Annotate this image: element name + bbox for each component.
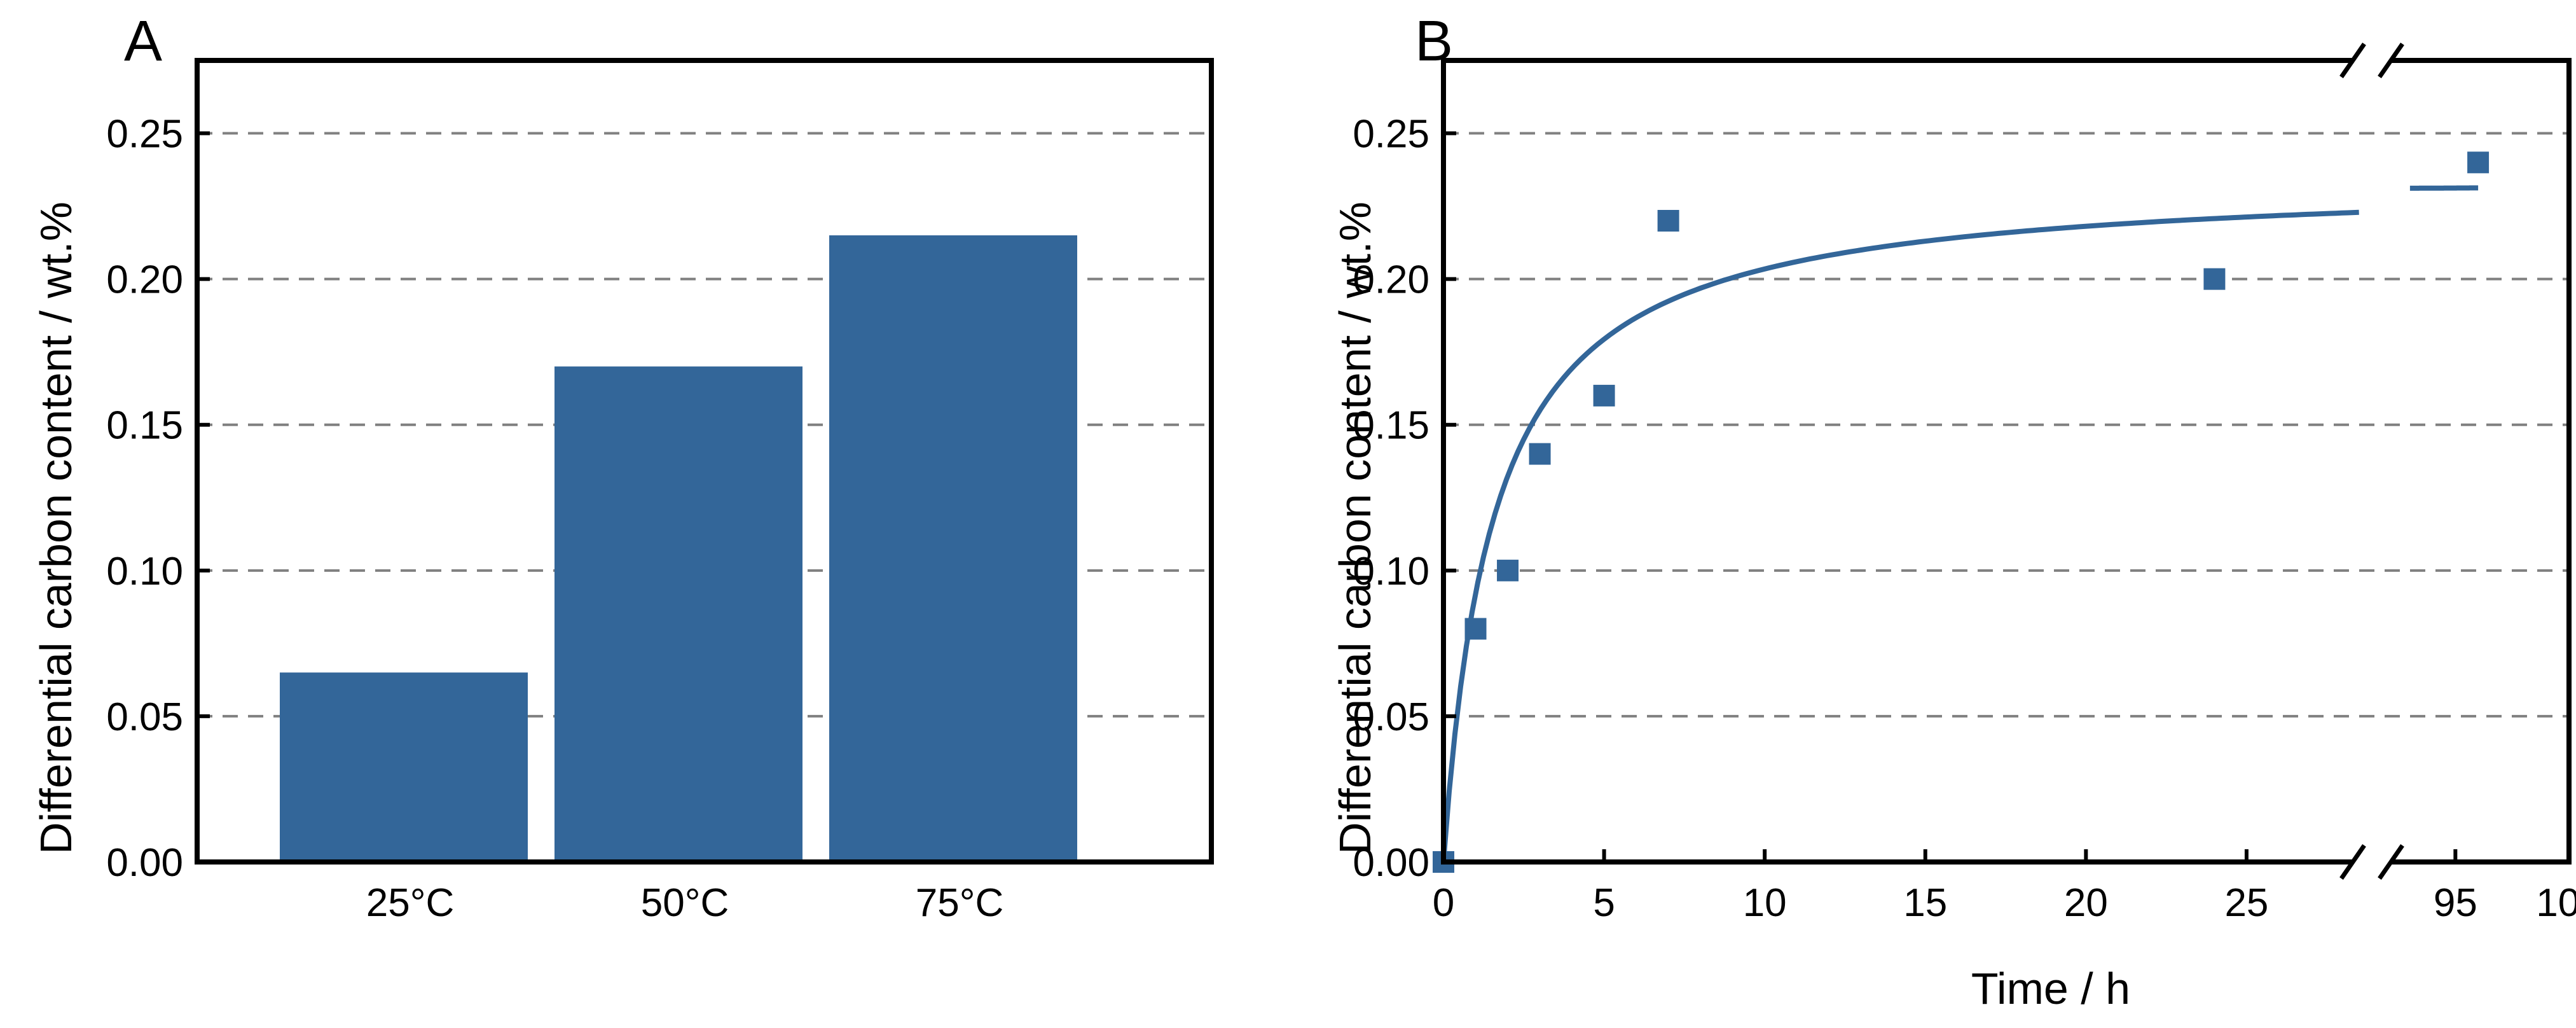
panel-b-x-tick-label: 25 [2224,881,2268,925]
panel-b-label: B [1415,10,1453,73]
panel-b-frame [1441,43,2572,880]
panel-a-bars [280,235,1077,863]
panel-b-fit-curve [1441,185,2479,863]
panel-a-y-tick-label: 0.05 [106,695,183,739]
panel-b-y-tick-label: 0.20 [1353,258,1429,302]
bar-50C [554,366,802,862]
panel-a-frame [195,58,1214,865]
panel-b-x-tick-label: 5 [1593,881,1615,925]
axis-break-mark [2378,43,2404,78]
panel-b-y-tick-label: 0.25 [1353,113,1429,156]
panel-b-gridlines [1443,132,2569,718]
panel-a-y-ticks: 0.00 0.05 0.10 0.15 0.20 0.25 [106,113,210,885]
panel-b-y-tick-label: 0.00 [1353,841,1429,885]
axis-break-mark [2378,844,2404,880]
axis-break-mark [2339,43,2366,78]
axis-break-mark [2339,844,2366,880]
panel-b-y-tick-label: 0.15 [1353,404,1429,448]
panel-a-y-tick-label: 0.25 [106,113,183,156]
data-point-t3 [1529,443,1551,465]
data-point-t1 [1464,618,1487,640]
panel-b-x-tick-label: 15 [1903,881,1947,925]
panel-b-x-tick-label: 95 [2434,881,2477,925]
panel-b-x-ticks: 0 5 10 15 20 25 95 100 [1433,849,2576,925]
data-point-t5 [1593,384,1615,406]
bar-25C [280,672,528,862]
panel-a-x-ticks: 25°C 50°C 75°C [366,881,1004,925]
data-point-t7 [1657,210,1679,232]
bar-75C [829,235,1077,863]
data-point-t24 [2203,268,2226,290]
panel-a-x-tick-label: 75°C [916,881,1004,925]
panel-a-x-tick-label: 50°C [641,881,729,925]
panel-b-y-ticks: 0.00 0.05 0.10 0.15 0.20 0.25 [1353,113,1456,885]
panel-b-x-tick-label: 0 [1433,881,1454,925]
data-point-t96 [2467,151,2490,174]
panel-b-y-axis-label: Differential carbon content / wt.% [1330,202,1380,854]
panel-a-y-tick-label: 0.00 [106,841,183,885]
fit-curve-segment-1 [1441,209,2359,863]
panel-a-y-tick-label: 0.20 [106,258,183,302]
panel-a-y-tick-label: 0.15 [106,404,183,448]
panel-a-y-axis-label: Differential carbon content / wt.% [31,202,81,854]
panel-a-y-tick-label: 0.10 [106,550,183,594]
panel-b-data-points [1433,151,2490,873]
panel-b: B Differential carbon content / wt.% Tim… [1330,10,2576,1013]
panel-a-label: A [124,10,162,73]
panel-b-y-tick-label: 0.10 [1353,550,1429,594]
panel-b-y-tick-label: 0.05 [1353,695,1429,739]
data-point-t2 [1497,559,1519,581]
panel-b-x-tick-label: 100 [2536,881,2576,925]
panel-b-x-tick-label: 20 [2064,881,2108,925]
panel-a: A Differential carbon content / wt.% 0.0… [31,10,1214,925]
panel-b-x-tick-label: 10 [1743,881,1787,925]
panel-b-x-axis-label: Time / h [1971,964,2130,1013]
panel-a-x-tick-label: 25°C [366,881,455,925]
